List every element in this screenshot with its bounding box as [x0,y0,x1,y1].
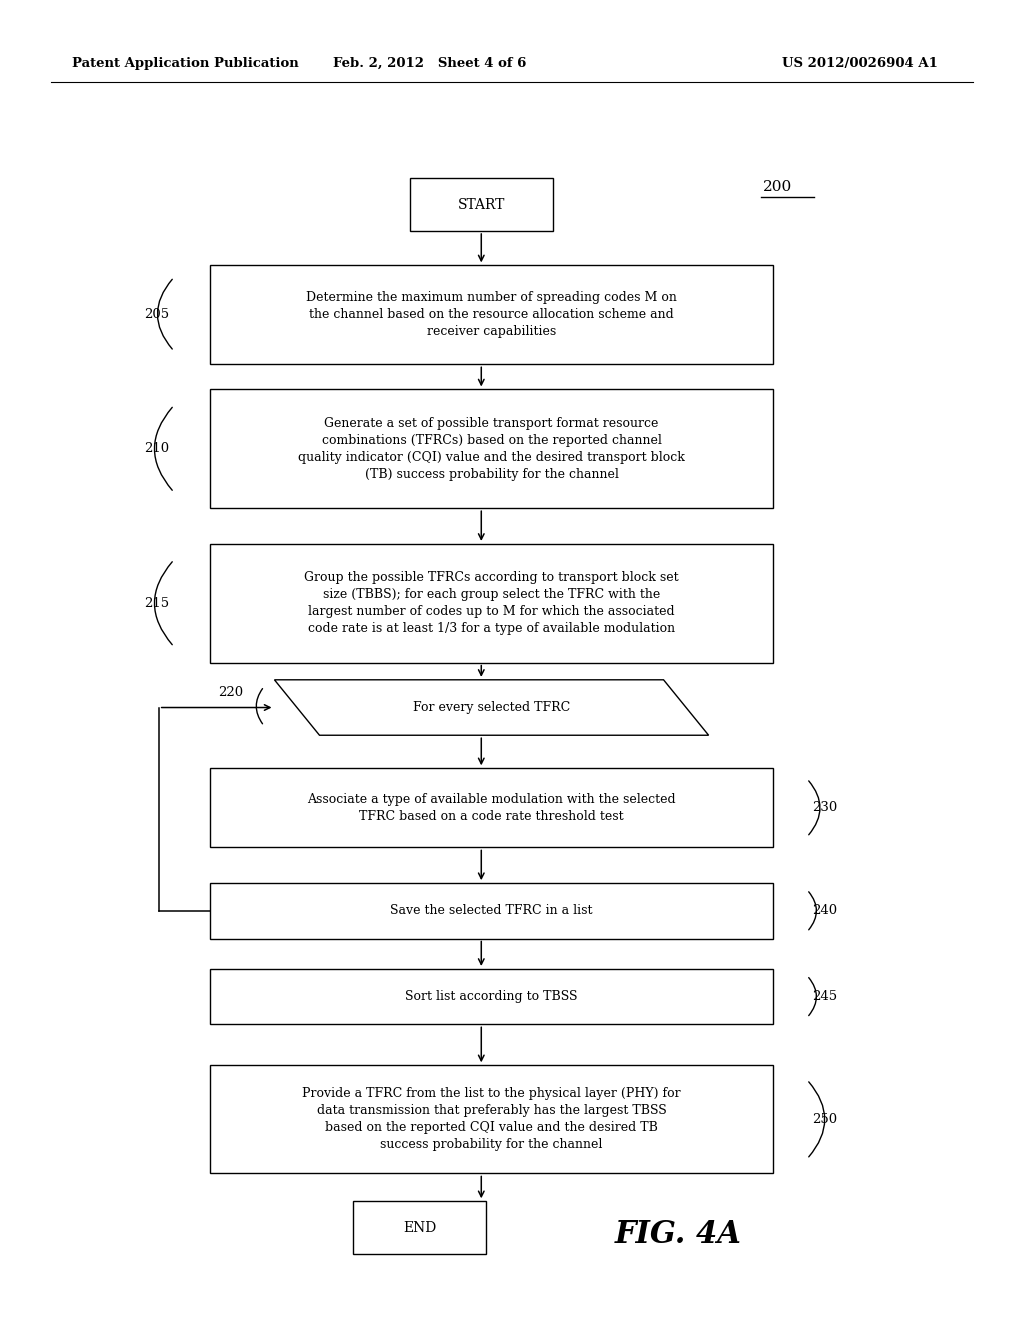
Text: 230: 230 [812,801,838,814]
Text: START: START [458,198,505,211]
Text: Associate a type of available modulation with the selected
TFRC based on a code : Associate a type of available modulation… [307,793,676,822]
Text: US 2012/0026904 A1: US 2012/0026904 A1 [782,57,938,70]
Text: FIG. 4A: FIG. 4A [614,1218,741,1250]
Text: Generate a set of possible transport format resource
combinations (TFRCs) based : Generate a set of possible transport for… [298,417,685,480]
Text: Feb. 2, 2012   Sheet 4 of 6: Feb. 2, 2012 Sheet 4 of 6 [334,57,526,70]
Text: 220: 220 [218,686,244,700]
Text: 215: 215 [143,597,169,610]
Text: Save the selected TFRC in a list: Save the selected TFRC in a list [390,904,593,917]
FancyBboxPatch shape [210,768,773,847]
FancyBboxPatch shape [210,544,773,663]
Text: 240: 240 [812,904,838,917]
FancyBboxPatch shape [353,1201,486,1254]
FancyBboxPatch shape [210,1065,773,1173]
Text: Patent Application Publication: Patent Application Publication [72,57,298,70]
Text: 210: 210 [143,442,169,455]
FancyBboxPatch shape [210,264,773,363]
Text: For every selected TFRC: For every selected TFRC [413,701,570,714]
Text: 245: 245 [812,990,838,1003]
Text: END: END [403,1221,436,1234]
FancyBboxPatch shape [210,883,773,939]
Text: Determine the maximum number of spreading codes M on
the channel based on the re: Determine the maximum number of spreadin… [306,290,677,338]
FancyBboxPatch shape [210,389,773,508]
Text: Group the possible TFRCs according to transport block set
size (TBBS); for each : Group the possible TFRCs according to tr… [304,572,679,635]
Text: 200: 200 [763,181,793,194]
FancyBboxPatch shape [410,178,553,231]
Text: 250: 250 [812,1113,838,1126]
Text: Provide a TFRC from the list to the physical layer (PHY) for
data transmission t: Provide a TFRC from the list to the phys… [302,1088,681,1151]
Polygon shape [274,680,709,735]
FancyBboxPatch shape [210,969,773,1024]
Text: 205: 205 [143,308,169,321]
Text: Sort list according to TBSS: Sort list according to TBSS [406,990,578,1003]
